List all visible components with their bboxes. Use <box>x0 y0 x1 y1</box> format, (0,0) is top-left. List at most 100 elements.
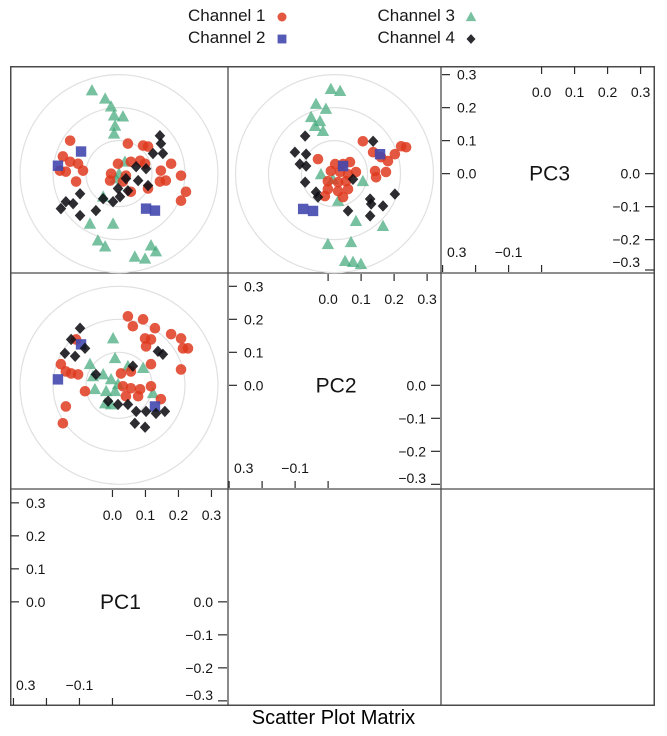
axis-tick-label: −0.1 <box>185 627 213 643</box>
scatter-point <box>122 185 134 197</box>
scatter-point <box>332 176 344 188</box>
scatter-point <box>309 97 323 109</box>
scatter-point <box>322 175 334 187</box>
reference-circle <box>19 285 219 485</box>
legend-column-1: Channel 1 Channel 2 <box>188 5 290 48</box>
scatter-point <box>96 368 110 380</box>
axis-tick-label: 0.0 <box>532 84 552 100</box>
axis-tick-label: −0.1 <box>495 244 523 260</box>
scatter-point <box>149 205 161 216</box>
axis-tick-label: 0.1 <box>351 291 371 307</box>
scatter-point <box>165 158 177 170</box>
scatter-point <box>312 191 324 203</box>
axis-tick-label: 0.3 <box>234 460 254 476</box>
scatter-point <box>140 203 152 214</box>
scatter-point <box>342 183 354 195</box>
scatter-point <box>132 174 144 187</box>
axis-tick-label: 0.2 <box>598 84 618 100</box>
scatter-point <box>175 333 187 344</box>
scatter-point <box>342 205 354 217</box>
scatter-point <box>132 390 144 402</box>
axis-tick-label: 0.1 <box>565 84 585 100</box>
legend-column-2: Channel 3 Channel 4 <box>378 5 480 48</box>
axis-tick-label: 0.3 <box>202 507 222 523</box>
reference-circle <box>19 74 219 274</box>
scatter-point <box>88 382 102 395</box>
scatter-point <box>75 339 87 350</box>
scatter-point <box>364 193 376 205</box>
scatter-point <box>140 341 152 352</box>
legend-label-channel-3: Channel 3 <box>377 6 456 25</box>
scatter-point <box>67 197 79 210</box>
scatter-point <box>380 166 392 178</box>
reference-circle <box>300 140 369 208</box>
scatter-point <box>356 174 370 187</box>
scatter-point <box>300 148 312 160</box>
scatter-point <box>136 361 150 374</box>
scatter-point <box>277 34 286 43</box>
axis-tick-label: −0.1 <box>612 199 640 215</box>
scatter-point <box>104 372 118 385</box>
scatter-point <box>106 332 120 344</box>
scatter-point <box>367 135 379 147</box>
square-marker-icon <box>274 30 290 46</box>
axis-tick-label: 0.0 <box>318 291 338 307</box>
legend: Channel 1 Channel 2 Channel 3 Channel 4 <box>0 5 667 48</box>
scatter-point <box>308 119 322 132</box>
plot-title: Scatter Plot Matrix <box>251 707 416 729</box>
scatter-point <box>79 342 91 355</box>
panel-PC1-diagonal: 0.3 0.2 0.1 0.0 0.0 0.1 0.2 0.3 0.0 −0.1 −0.2 −0.3 0… <box>11 490 227 705</box>
scatter-point <box>52 374 64 385</box>
scatter-point <box>338 254 352 266</box>
scatter-point <box>74 188 86 200</box>
scatter-point <box>64 156 76 168</box>
scatter-point <box>64 135 76 146</box>
scatter-point <box>104 175 116 186</box>
scatter-point <box>146 386 160 399</box>
axis-tick-label: −0.2 <box>612 232 640 248</box>
scatter-point <box>150 407 162 420</box>
axis-tick-label: 0.1 <box>26 561 46 577</box>
axis-tick-label: −0.3 <box>185 687 213 703</box>
scatter-point <box>74 209 86 222</box>
legend-item-channel-4: Channel 4 <box>378 27 480 48</box>
scatter-point <box>321 237 335 250</box>
axis-tick-label: 0.1 <box>136 507 156 523</box>
scatter-point <box>465 11 477 21</box>
scatter-point <box>74 322 86 334</box>
axis-tick-label: −0.2 <box>185 660 213 676</box>
scatter-point <box>337 160 349 172</box>
scatter-point <box>165 328 177 340</box>
scatter-point <box>297 203 309 215</box>
axis-tick-label: 0.2 <box>457 100 477 116</box>
panel-PC1-PC2-scatter <box>19 285 219 485</box>
scatter-point <box>145 358 157 370</box>
scatter-point <box>90 368 102 381</box>
scatter-point <box>106 217 120 229</box>
scatter-point <box>466 33 476 44</box>
axis-tick-label: 0.1 <box>457 133 477 149</box>
scatter-point <box>70 176 82 187</box>
scatter-point <box>142 179 154 192</box>
scatter-point <box>160 175 172 186</box>
scatter-point <box>127 320 139 332</box>
axis-tick-label: −0.3 <box>612 254 640 270</box>
scatter-point <box>144 239 158 251</box>
panel-PC2-PC3-scatter <box>234 74 435 274</box>
scatter-point <box>117 381 129 392</box>
legend-item-channel-1: Channel 1 <box>188 5 290 26</box>
scatter-point <box>116 110 130 122</box>
scatter-point <box>99 384 113 397</box>
axis-tick-label: 0.2 <box>244 311 264 327</box>
reference-circle <box>267 107 402 241</box>
scatter-point <box>149 245 163 257</box>
scatter-point <box>140 162 152 175</box>
reference-circle <box>52 318 186 452</box>
scatter-point <box>72 369 84 380</box>
axis-tick-label: −0.1 <box>398 410 426 426</box>
scatter-point <box>130 405 142 418</box>
axis-tick-label: 0.3 <box>417 291 437 307</box>
scatter-point <box>175 364 187 375</box>
circle-marker-icon <box>274 8 290 24</box>
scatter-point <box>354 257 368 269</box>
